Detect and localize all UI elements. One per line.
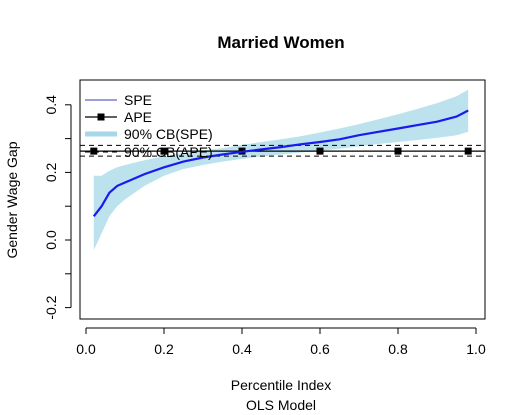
ape-point [90,147,98,155]
spe-layer [92,109,469,217]
chart-title: Married Women [217,33,344,52]
x-axis: 0.0 0.2 0.4 0.6 0.8 1.0 [76,327,486,357]
x-tick-label: 1.0 [466,341,486,357]
ape-point [394,147,402,155]
legend-swatch-ape-point [97,113,105,121]
x-axis-label-secondary: OLS Model [246,397,316,413]
ape-layer [80,144,485,157]
y-axis: -0.2 0.0 0.2 0.4 [43,95,72,320]
x-axis-label: Percentile Index [231,377,331,393]
plot-frame [79,79,486,320]
x-tick-label: 0.8 [388,341,408,357]
legend-label: SPE [124,92,152,108]
ape-point [160,147,168,155]
cb-spe-area [93,89,469,251]
ape-point [316,147,324,155]
x-tick-label: 0.4 [232,341,252,357]
x-tick-label: 0.2 [154,341,174,357]
y-tick-label: 0.4 [43,95,59,115]
spe-line [92,109,469,217]
y-tick-label: 0.0 [43,230,59,250]
x-tick-label: 0.6 [310,341,330,357]
x-tick-label: 0.0 [76,341,96,357]
legend-label: APE [124,109,152,125]
y-tick-label: 0.2 [43,162,59,182]
y-axis-label: Gender Wage Gap [4,141,20,258]
legend-label: 90% CB(SPE) [124,126,213,142]
y-tick-label: -0.2 [43,295,59,319]
legend-label: 90% CB(APE) [124,144,213,160]
ape-point [464,147,472,155]
cb-spe-band [93,89,469,251]
